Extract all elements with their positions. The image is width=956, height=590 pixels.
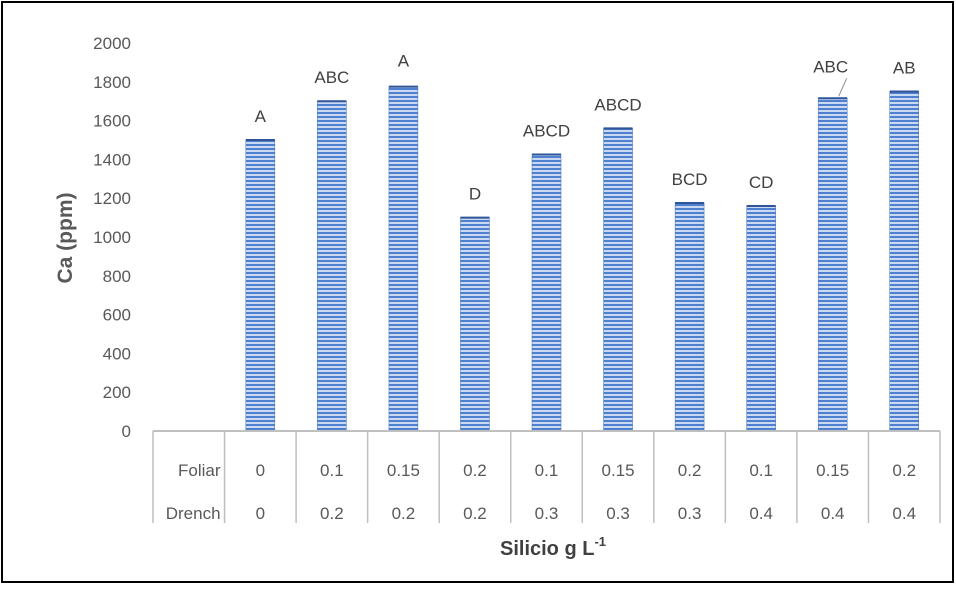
y-tick-label: 0 [122, 422, 131, 441]
y-tick-label: 400 [103, 344, 131, 363]
table-cell: 0.3 [535, 504, 559, 523]
table-cell: 0.1 [320, 461, 344, 480]
table-cell: 0 [256, 504, 265, 523]
bar [817, 98, 848, 432]
table-cell: 0.4 [749, 504, 773, 523]
bar [746, 205, 776, 432]
table-row-label: Drench [166, 504, 221, 523]
table-cell: 0.15 [816, 461, 849, 480]
y-tick-label: 200 [103, 383, 131, 402]
table-cell: 0.2 [463, 504, 487, 523]
bar [245, 139, 276, 432]
significance-letter: ABCD [594, 95, 641, 114]
table-cell: 0 [256, 461, 265, 480]
y-tick-label: 1400 [93, 150, 131, 169]
significance-letter: D [469, 185, 481, 204]
significance-letter: A [255, 107, 267, 126]
table-cell: 0.3 [678, 504, 702, 523]
table-cell: 0.2 [463, 461, 487, 480]
bar [674, 202, 705, 432]
table-cell: 0.2 [392, 504, 416, 523]
bar [317, 100, 347, 432]
significance-letter: ABC [813, 57, 848, 76]
plot-area [245, 85, 919, 432]
significance-letter: ABCD [523, 122, 570, 141]
significance-letter: CD [749, 173, 774, 192]
y-axis: 0 200 400 600 800 1000 1200 1400 1600 1800 2000 [93, 34, 131, 441]
y-axis-title: Ca (ppm) [54, 193, 77, 284]
y-tick-label: 2000 [93, 34, 131, 53]
table-row-label: Foliar [178, 461, 221, 480]
table-cell: 0.15 [601, 461, 634, 480]
table-cell: 0.1 [749, 461, 773, 480]
table-cell: 0.4 [892, 504, 916, 523]
y-tick-label: 1200 [93, 189, 131, 208]
y-tick-label: 1000 [93, 228, 131, 247]
bar [531, 154, 562, 432]
y-tick-label: 1800 [93, 73, 131, 92]
bar [889, 91, 919, 432]
x-axis-title-superscript: -1 [594, 534, 606, 549]
table-cell: 0.15 [387, 461, 420, 480]
table-cell: 0.2 [678, 461, 702, 480]
bar [460, 217, 490, 432]
bar [603, 128, 633, 432]
table-cell: 0.4 [821, 504, 845, 523]
significance-letter: A [398, 52, 410, 71]
table-cell: 0.2 [892, 461, 916, 480]
significance-letters: A ABC A D ABCD ABCD BCD CD ABC AB [255, 52, 916, 204]
significance-letter: AB [893, 59, 916, 78]
y-tick-label: 800 [103, 267, 131, 286]
label-leader-line [838, 78, 848, 97]
x-axis-title-text: Silicio g L [500, 538, 594, 560]
significance-letter: ABC [314, 68, 349, 87]
y-tick-label: 600 [103, 306, 131, 325]
significance-letter: BCD [672, 170, 708, 189]
table-cell: 0.1 [535, 461, 559, 480]
bar [388, 86, 419, 432]
x-category-table: Foliar 0 0.1 0.15 0.2 0.1 0.15 0.2 0.1 0.15 0.2 Dre… [152, 430, 941, 523]
table-cell: 0.3 [606, 504, 630, 523]
table-cell: 0.2 [320, 504, 344, 523]
x-axis-title: Silicio g L-1 [500, 534, 606, 560]
y-tick-label: 1600 [93, 112, 131, 131]
